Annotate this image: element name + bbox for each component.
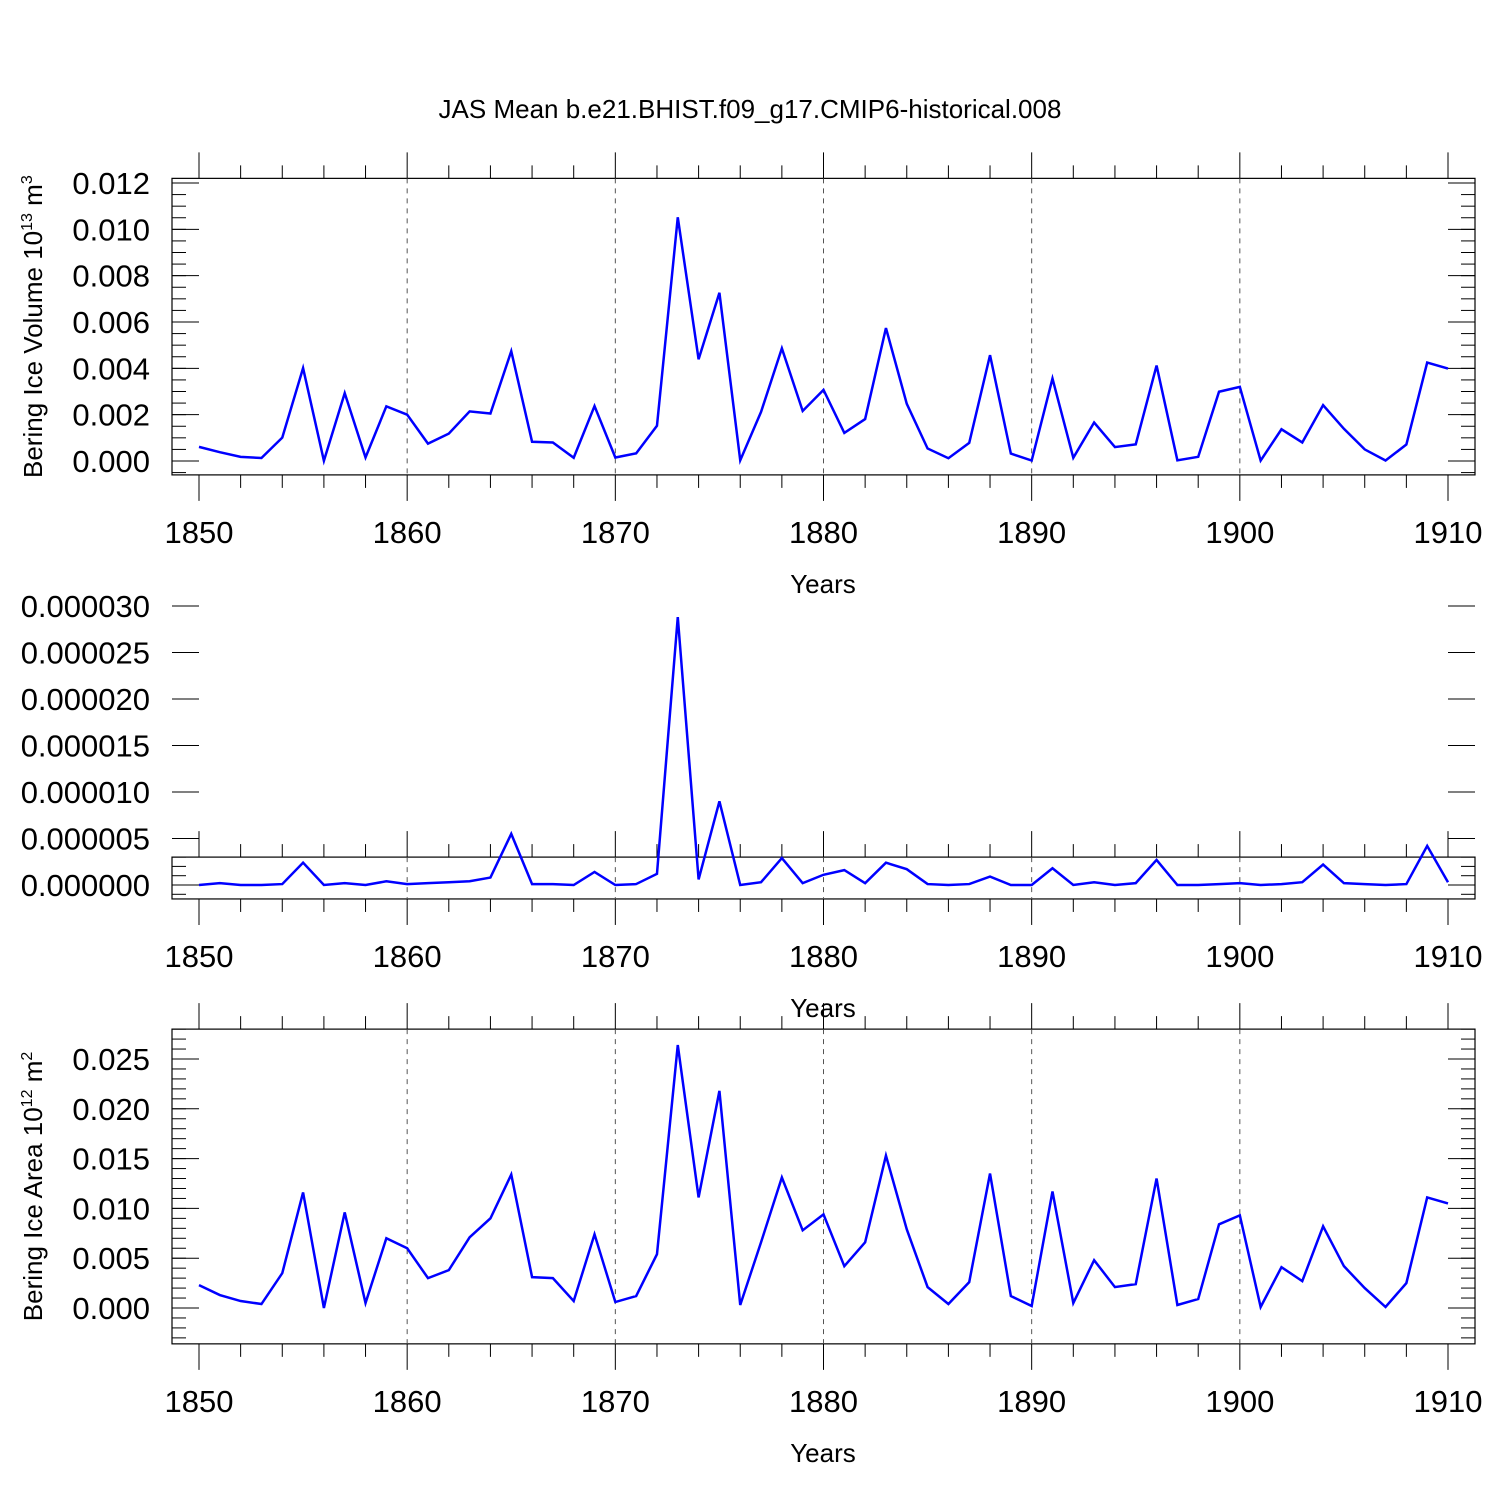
y-tick-label: 0.000025 <box>21 636 150 671</box>
x-tick-label: 1850 <box>165 1384 234 1419</box>
y-tick-label: 0.000020 <box>21 682 150 717</box>
y-tick-label: 0.000005 <box>21 822 150 857</box>
y-tick-label: 0.010 <box>72 212 150 247</box>
x-tick-label: 1890 <box>997 515 1066 550</box>
x-tick-label: 1870 <box>581 515 650 550</box>
x-axis-label: Years <box>790 569 856 599</box>
x-tick-label: 1900 <box>1205 1384 1274 1419</box>
y-tick-label: 0.000 <box>72 1291 150 1326</box>
panel-ice-volume: 1850 1860 1870 1880 1890 1900 1910 Years 0.000 0.… <box>18 152 1482 599</box>
panel-ice-middle: 1850 1860 1870 1880 1890 1900 1910Years0.00000… <box>21 589 1483 1023</box>
y-tick-label: 0.012 <box>72 166 150 201</box>
x-tick-label: 1910 <box>1414 515 1483 550</box>
x-tick-label: 1880 <box>789 939 858 974</box>
x-tick-label: 1900 <box>1205 939 1274 974</box>
y-tick-label: 0.008 <box>72 259 150 294</box>
y-tick-label: 0.004 <box>72 351 150 386</box>
y-tick-label: 0.015 <box>72 1142 150 1177</box>
y-tick-label: 0.010 <box>72 1191 150 1226</box>
x-tick-label: 1850 <box>165 515 234 550</box>
x-tick-label: 1870 <box>581 939 650 974</box>
y-tick-label: 0.000000 <box>21 868 150 903</box>
x-axis-label: Years <box>790 1438 856 1468</box>
x-tick-label: 1860 <box>373 939 442 974</box>
y-tick-label: 0.020 <box>72 1092 150 1127</box>
x-tick-label: 1880 <box>789 515 858 550</box>
x-tick-label: 1910 <box>1414 1384 1483 1419</box>
series-line <box>198 1044 1449 1311</box>
y-axis-label: Bering Ice Volume 1013 m3 <box>18 175 48 478</box>
x-tick-label: 1910 <box>1414 939 1483 974</box>
x-tick-label: 1850 <box>165 939 234 974</box>
panel-ice-area: 1850 1860 1870 1880 1890 1900 1910 Years 0.000 0.… <box>18 1003 1482 1468</box>
y-tick-label: 0.002 <box>72 398 150 433</box>
y-tick-label: 0.005 <box>72 1241 150 1276</box>
y-tick-label: 0.006 <box>72 305 150 340</box>
x-tick-label: 1890 <box>997 939 1066 974</box>
x-tick-label: 1880 <box>789 1384 858 1419</box>
x-tick-label: 1900 <box>1205 515 1274 550</box>
y-axis-label: Bering Ice Area 1012 m2 <box>18 1052 48 1322</box>
x-tick-label: 1890 <box>997 1384 1066 1419</box>
figure-title: JAS Mean b.e21.BHIST.f09_g17.CMIP6-histo… <box>439 94 1062 124</box>
x-tick-label: 1860 <box>373 515 442 550</box>
y-tick-label: 0.000015 <box>21 729 150 764</box>
y-tick-label: 0.025 <box>72 1042 150 1077</box>
x-tick-label: 1870 <box>581 1384 650 1419</box>
y-tick-label: 0.000030 <box>21 589 150 624</box>
x-tick-label: 1860 <box>373 1384 442 1419</box>
y-tick-label: 0.000010 <box>21 775 150 810</box>
y-tick-label: 0.000 <box>72 444 150 479</box>
